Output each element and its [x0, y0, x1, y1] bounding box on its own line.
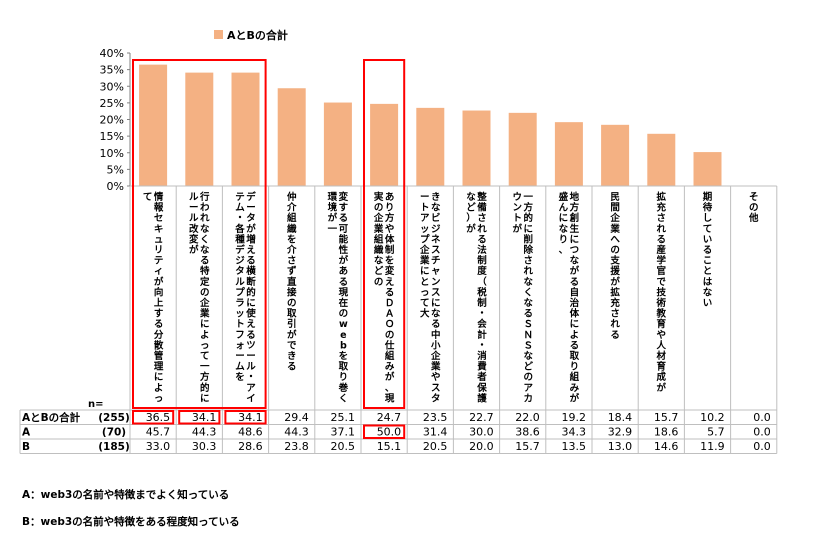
bar: [693, 152, 722, 186]
legend-label: AとBの合計: [227, 28, 288, 42]
table-cell: 28.6: [238, 440, 263, 453]
y-tick-label: 25%: [100, 97, 124, 110]
category-label: 期待していることはない: [703, 191, 713, 309]
bar: [323, 102, 352, 186]
category-label: きなビジネスチャンスになる中小企業やスタートアップ企業にとって大: [419, 192, 441, 404]
y-tick-label: 5%: [107, 163, 124, 176]
table-cell: 15.7: [515, 440, 540, 453]
table-row-n: (70): [102, 427, 126, 439]
bar: [185, 72, 214, 186]
category-label: 地方創生につながる自治体による取り組みが盛んになり、: [559, 191, 580, 404]
table-cell: 44.3: [192, 426, 217, 439]
table-cell: 10.2: [700, 411, 725, 424]
table-cell: 13.0: [608, 440, 633, 453]
table-cell: 18.6: [654, 426, 679, 439]
category-label: 整備される法制度（税制・会計・消費者保護など）が: [466, 191, 487, 404]
table-cell: 18.4: [608, 411, 633, 424]
highlight-cell-box: [224, 410, 267, 425]
bar: [462, 110, 491, 186]
category-label: 行われなくなる特定の企業によって一方的にルール改変が: [189, 191, 210, 404]
bar: [601, 124, 630, 186]
y-tick-label: 35%: [100, 64, 124, 77]
table-cell: 25.1: [331, 411, 356, 424]
table-cell: 29.4: [284, 411, 309, 424]
table-cell: 19.2: [562, 411, 587, 424]
legend-swatch: [214, 30, 223, 39]
category-label: データが増える横断的に使えるツール・アイテム・各種デジタルプラットフォームを: [234, 191, 256, 404]
category-label: 仲介組織を介さず直接の取引ができる: [286, 191, 297, 373]
table-cell: 37.1: [331, 426, 356, 439]
y-tick-label: 40%: [100, 47, 124, 60]
note-b: B：web3の名前や特徴をある程度知っている: [22, 516, 240, 528]
table-cell: 30.3: [192, 440, 217, 453]
bar: [647, 133, 676, 186]
table-cell: 32.9: [608, 426, 633, 439]
table-cell: 45.7: [146, 426, 171, 439]
table-row-label: AとBの合計: [22, 411, 81, 424]
table-cell: 23.8: [284, 440, 309, 453]
y-tick-label: 20%: [100, 114, 124, 127]
bar: [231, 72, 260, 186]
table-cell: 13.5: [562, 440, 587, 453]
highlight-cell-box: [132, 410, 175, 425]
table-cell: 50.0: [377, 426, 402, 439]
bar: [139, 64, 168, 186]
n-label: n=: [88, 399, 104, 410]
highlight-column-box: [132, 59, 267, 409]
table-cell: 0.0: [753, 440, 771, 453]
table-row-n: (185): [98, 441, 130, 453]
highlight-cell-box: [363, 424, 406, 439]
y-tick-label: 10%: [100, 147, 124, 160]
table-row-n: (255): [98, 412, 130, 424]
table-cell: 15.1: [377, 440, 402, 453]
table-cell: 34.1: [192, 411, 217, 424]
table-cell: 36.5: [146, 411, 171, 424]
category-label: 一方的に削除されなくなるＳＮＳなどのアカウントが: [512, 192, 533, 404]
table-cell: 38.6: [515, 426, 540, 439]
highlight-cell-box: [178, 410, 221, 425]
table-cell: 0.0: [753, 411, 771, 424]
table-cell: 44.3: [284, 426, 309, 439]
bar: [554, 122, 583, 186]
y-tick-label: 15%: [100, 130, 124, 143]
bar: [277, 88, 306, 186]
table-cell: 30.0: [469, 426, 494, 439]
table-cell: 48.6: [238, 426, 263, 439]
category-label: 拡充される産学官で技術教育や人材育成が: [656, 191, 667, 394]
table-cell: 15.7: [654, 411, 679, 424]
category-label: 変する可能性がある現在の w e b を取り巻く環境が一: [328, 191, 349, 404]
table-cell: 20.0: [469, 440, 494, 453]
bar: [370, 103, 399, 186]
y-tick-label: 30%: [100, 80, 124, 93]
bar: [416, 107, 445, 186]
category-label: あり方や体制を変えるＤＡＯの仕組みが、現実の企業組織などの: [373, 191, 395, 404]
category-label: 民間企業への支援が拡充される: [609, 192, 620, 341]
note-a: A：web3の名前や特徴までよく知っている: [22, 489, 230, 501]
table-cell: 34.3: [562, 426, 587, 439]
highlight-column-box: [363, 59, 406, 409]
table-row-label: B: [22, 441, 30, 453]
bar-chart: AとBの合計 0% 5% 10% 15% 20% 25% 30% 35% 40% 情報セキュリティが…: [19, 28, 778, 454]
table-cell: 22.7: [469, 411, 494, 424]
category-label: その他: [748, 192, 759, 224]
table-cell: 5.7: [707, 426, 725, 439]
table-cell: 34.1: [238, 411, 263, 424]
bar: [508, 112, 537, 186]
table-row-label: A: [22, 427, 31, 439]
table-cell: 23.5: [423, 411, 448, 424]
table-cell: 11.9: [700, 440, 725, 453]
table-cell: 31.4: [423, 426, 448, 439]
category-label: 情報セキュリティが向上する分散管理によって: [143, 191, 164, 404]
table-cell: 0.0: [753, 426, 771, 439]
table-cell: 20.5: [423, 440, 448, 453]
table-cell: 22.0: [515, 411, 540, 424]
table-cell: 14.6: [654, 440, 679, 453]
table-cell: 24.7: [377, 411, 402, 424]
y-tick-label: 0%: [107, 180, 124, 193]
table-cell: 33.0: [146, 440, 171, 453]
table-cell: 20.5: [331, 440, 356, 453]
